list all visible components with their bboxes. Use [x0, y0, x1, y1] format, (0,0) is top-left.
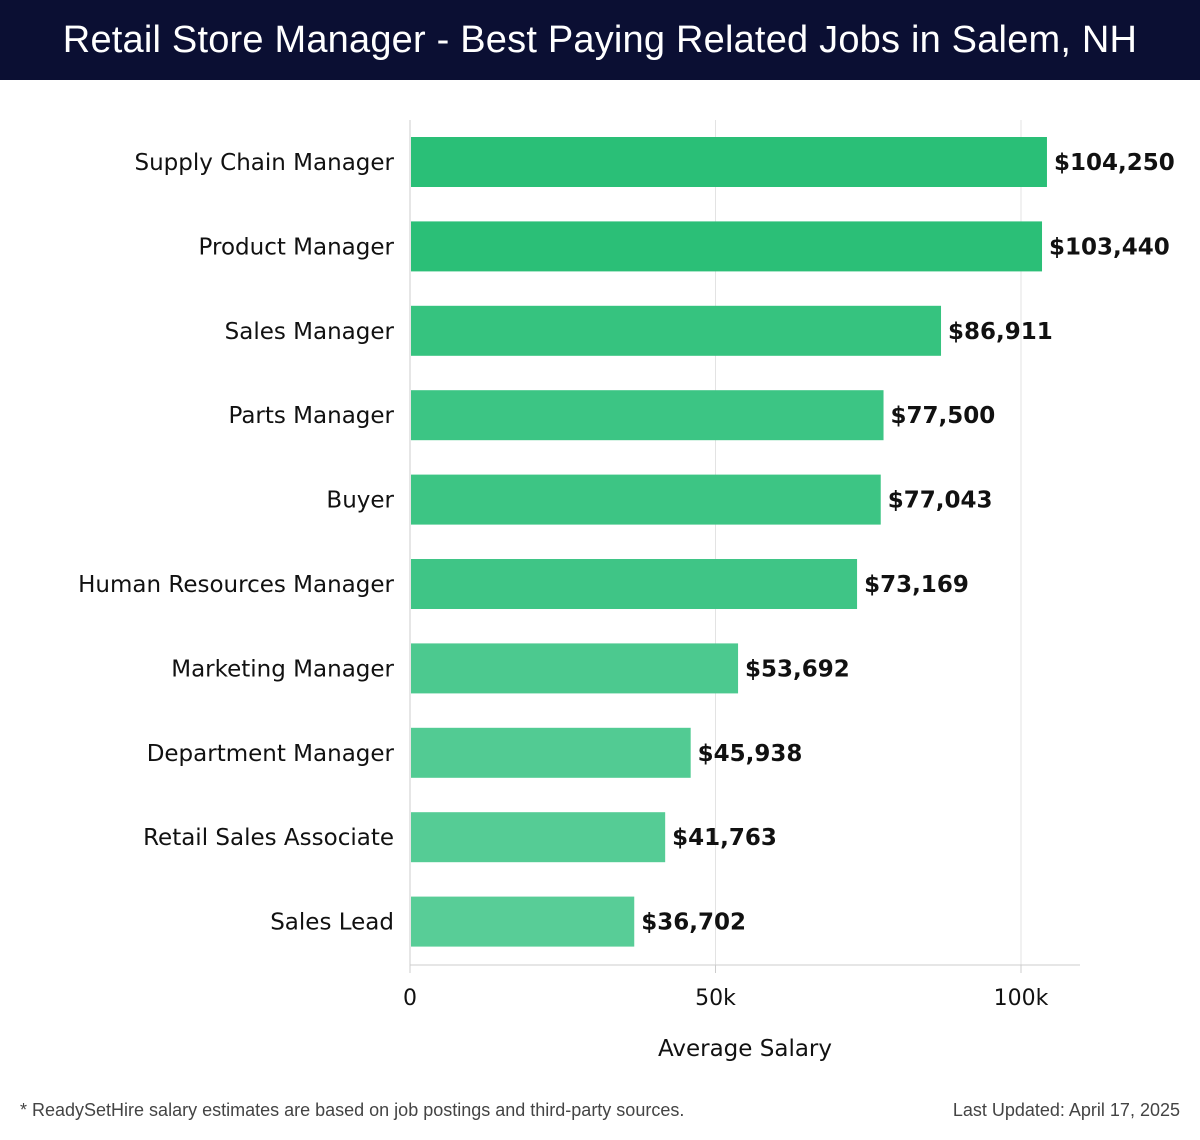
category-label: Product Manager — [199, 234, 395, 260]
category-label: Sales Manager — [225, 319, 395, 345]
value-label: $77,043 — [888, 488, 993, 514]
x-tick-label: 50k — [695, 986, 736, 1011]
chart-title: Retail Store Manager - Best Paying Relat… — [62, 18, 1138, 61]
value-label: $41,763 — [672, 825, 777, 851]
bar — [411, 305, 942, 356]
category-label: Buyer — [326, 488, 394, 514]
bar — [411, 727, 691, 778]
x-axis-title: Average Salary — [658, 1036, 832, 1062]
bar — [411, 896, 635, 947]
chart-header: Retail Store Manager - Best Paying Relat… — [0, 0, 1200, 80]
bar — [411, 643, 739, 694]
value-label: $104,250 — [1054, 150, 1175, 176]
bar — [411, 390, 884, 441]
category-label: Retail Sales Associate — [143, 825, 394, 851]
bar — [411, 559, 858, 609]
footer-note: * ReadySetHire salary estimates are base… — [20, 1100, 685, 1120]
value-label: $45,938 — [698, 741, 803, 767]
category-label: Sales Lead — [270, 910, 394, 936]
x-tick-label: 0 — [403, 986, 417, 1011]
value-label: $86,911 — [948, 319, 1053, 345]
salary-bar-chart: 0 50k 100k Average Salary Supply Chain Manag… — [78, 120, 1175, 1062]
value-label: $77,500 — [891, 403, 996, 429]
category-label: Human Resources Manager — [78, 572, 394, 598]
last-updated: Last Updated: April 17, 2025 — [952, 1100, 1180, 1120]
category-label: Supply Chain Manager — [134, 150, 394, 176]
bar — [411, 137, 1047, 187]
category-label: Department Manager — [147, 741, 395, 767]
category-label: Marketing Manager — [171, 656, 394, 682]
value-label: $73,169 — [864, 572, 969, 598]
category-label: Parts Manager — [228, 403, 394, 429]
bar — [411, 221, 1043, 272]
value-label: $36,702 — [641, 910, 746, 936]
bar — [411, 474, 881, 525]
x-tick-label: 100k — [994, 986, 1049, 1011]
value-label: $53,692 — [745, 656, 850, 682]
bar — [411, 812, 666, 863]
value-label: $103,440 — [1049, 234, 1170, 260]
